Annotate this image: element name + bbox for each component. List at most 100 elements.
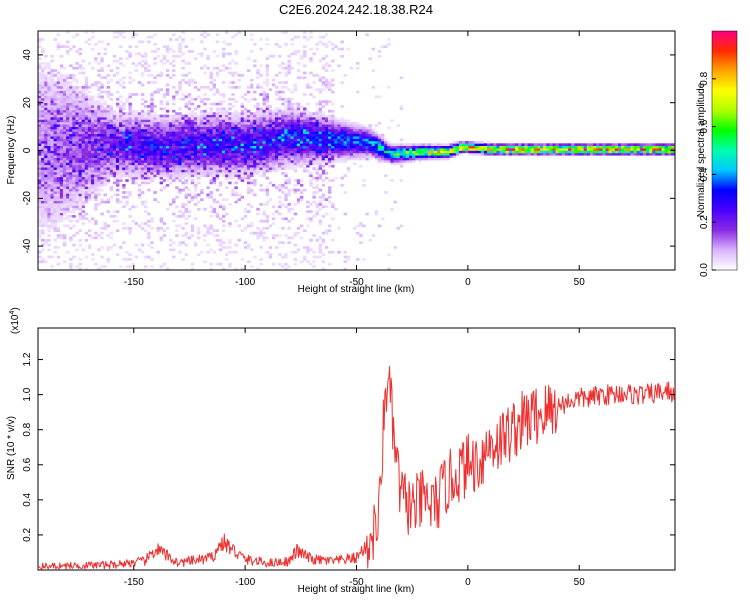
- spectrogram-cell: [150, 155, 154, 158]
- spectrogram-cell: [343, 126, 347, 130]
- spectrogram-cell: [56, 226, 61, 230]
- spectrogram-cell: [38, 76, 42, 80]
- spectrogram-cell: [178, 169, 182, 173]
- spectrogram-cell: [168, 121, 173, 125]
- spectrogram-cell: [296, 62, 301, 65]
- spectrogram-cell: [94, 157, 98, 161]
- spectrogram-cell: [415, 152, 419, 156]
- spectrogram-cell: [374, 124, 379, 127]
- spectrogram-cell: [337, 119, 341, 123]
- spectrogram-cell: [131, 205, 135, 209]
- spectrogram-cell: [144, 105, 148, 108]
- spectrogram-cell: [69, 124, 73, 127]
- spectrogram-cell: [190, 229, 195, 233]
- spectrogram-cell: [312, 117, 316, 120]
- spectrogram-cell: [106, 107, 111, 111]
- spectrogram-cell: [66, 119, 70, 123]
- spectrogram-cell: [184, 157, 188, 161]
- spectrogram-cell: [221, 172, 226, 175]
- spectrogram-cell: [324, 229, 329, 233]
- spectrogram-cell: [184, 207, 188, 211]
- spectrogram-cell: [253, 131, 257, 135]
- spectrogram-cell: [119, 143, 123, 147]
- spectrogram-cell: [240, 176, 245, 180]
- spectrogram-cell: [306, 143, 310, 147]
- spectrogram-cell: [327, 162, 332, 166]
- spectrogram-cell: [115, 105, 120, 108]
- spectrogram-cell: [91, 47, 95, 51]
- spectrogram-cell: [243, 114, 248, 118]
- spectrogram-cell: [81, 215, 86, 218]
- spectrogram-cell: [318, 152, 323, 156]
- spectrogram-cell: [203, 140, 207, 144]
- spectrogram-cell: [81, 117, 86, 120]
- spectrogram-cell: [324, 78, 329, 82]
- spectrogram-cell: [193, 164, 198, 168]
- spectrogram-cell: [271, 205, 276, 209]
- spectrogram-cell: [53, 152, 58, 156]
- spectrogram-cell: [72, 114, 76, 118]
- spectrogram-cell: [125, 133, 129, 137]
- spectrogram-cell: [265, 143, 270, 147]
- spectrogram-cell: [209, 136, 213, 139]
- spectrogram-cell: [265, 124, 270, 127]
- spectrogram-cell: [221, 246, 226, 249]
- spectrogram-cells: [38, 31, 675, 270]
- spectrogram-cell: [299, 198, 304, 201]
- spectrogram-cell: [228, 164, 232, 168]
- spectrogram-cell: [69, 150, 73, 154]
- spectrogram-cell: [321, 138, 326, 142]
- spectrogram-cell: [284, 100, 288, 103]
- spectrogram-cell: [115, 35, 120, 39]
- spectrogram-cell: [197, 126, 201, 130]
- spectrogram-cell: [365, 150, 369, 154]
- spectrogram-cell: [365, 136, 369, 139]
- spectrogram-cell: [237, 148, 241, 151]
- spectrogram-cell: [237, 121, 241, 125]
- spectrogram-cell: [94, 207, 98, 211]
- spectrogram-cell: [112, 215, 117, 218]
- spectrogram-cell: [84, 140, 89, 144]
- spectrogram-cell: [153, 112, 157, 115]
- spectrogram-cell: [253, 172, 257, 175]
- spectrogram-cell: [53, 119, 58, 123]
- spectrogram-cell: [100, 143, 104, 147]
- spectrogram-cell: [165, 157, 170, 161]
- spectrogram-cell: [228, 155, 232, 158]
- spectrogram-cell: [66, 45, 70, 49]
- spectrogram-cell: [159, 181, 164, 185]
- spectrogram-cell: [84, 172, 89, 175]
- spectrogram-cell: [190, 267, 195, 270]
- spectrogram-cell: [50, 148, 54, 151]
- spectrogram-cell: [337, 133, 341, 137]
- spectrogram-cell: [427, 152, 432, 156]
- spectrogram-cell: [122, 117, 126, 120]
- spectrogram-cell: [153, 160, 157, 163]
- spectrogram-cell: [144, 210, 148, 213]
- spectrogram-cell: [38, 224, 42, 228]
- spectrogram-cell: [119, 109, 123, 113]
- spectrogram-cell: [56, 188, 61, 192]
- spectrogram-cell: [81, 66, 86, 70]
- spectrogram-cell: [284, 107, 288, 111]
- spectrogram-cell: [253, 162, 257, 166]
- spectrogram-cell: [234, 62, 238, 65]
- spectrogram-cell: [172, 50, 176, 53]
- spectrogram-cell: [112, 152, 117, 156]
- spectrogram-cell: [430, 148, 435, 151]
- spectrogram-cell: [231, 164, 235, 168]
- spectrogram-cell: [197, 200, 201, 204]
- spectrogram-cell: [349, 124, 354, 127]
- spectrogram-cell: [78, 152, 82, 156]
- spectrogram-cell: [287, 143, 291, 147]
- spectrogram-cell: [265, 157, 270, 161]
- spectrogram-cell: [62, 143, 67, 147]
- spectrogram-cell: [309, 155, 313, 158]
- spectrogram-cell: [150, 226, 154, 230]
- spectrogram-cell: [212, 155, 217, 158]
- spectrogram-cell: [290, 119, 294, 123]
- spectrogram-cell: [181, 145, 185, 149]
- spectrogram-cell: [278, 45, 282, 49]
- spectrogram-cell: [278, 54, 282, 58]
- spectrogram-cell: [281, 90, 285, 94]
